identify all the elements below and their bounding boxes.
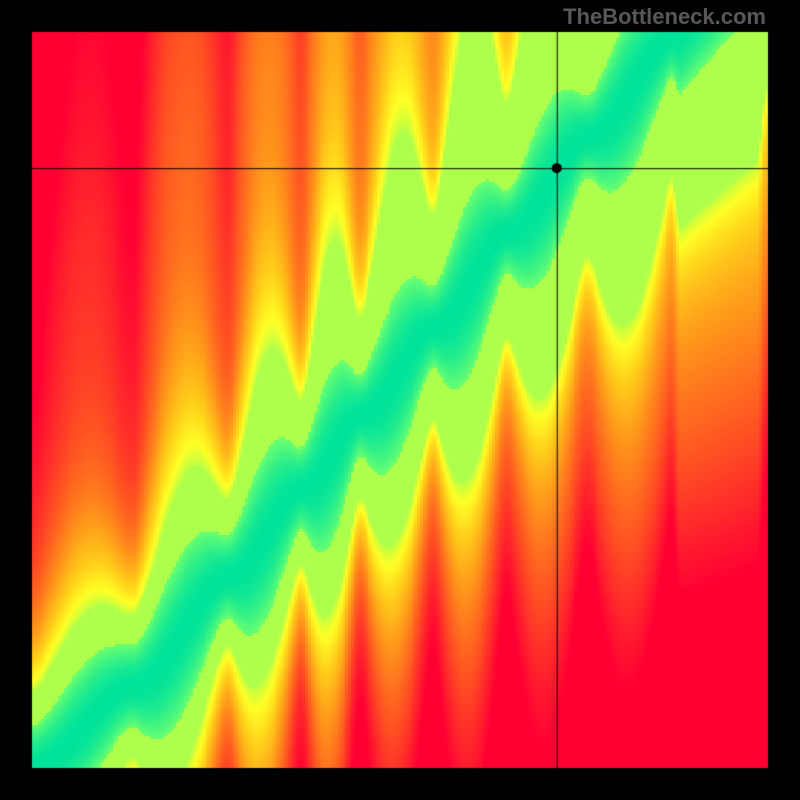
- chart-container: TheBottleneck.com: [0, 0, 800, 800]
- watermark-text: TheBottleneck.com: [563, 4, 766, 30]
- bottleneck-heatmap: [0, 0, 800, 800]
